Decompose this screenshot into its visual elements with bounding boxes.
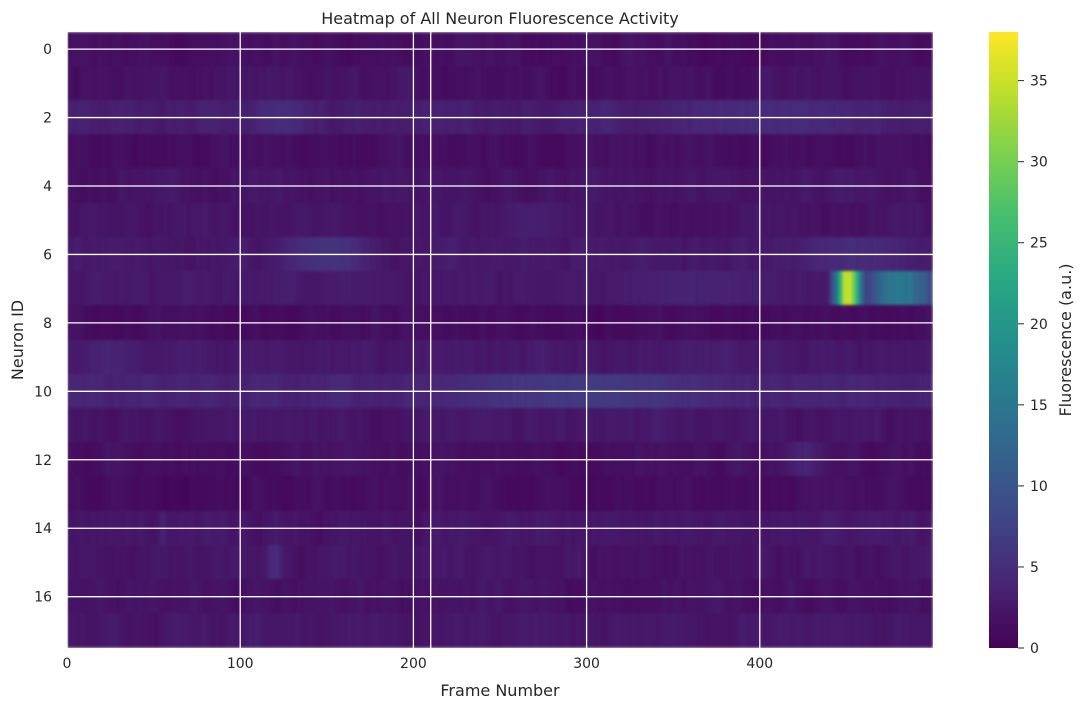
chart-title: Heatmap of All Neuron Fluorescence Activ… [321,9,679,28]
y-tick-label: 4 [43,179,52,195]
colorbar-ticks: 0 5 10 15 20 25 30 35 [1018,74,1048,657]
y-tick-label: 12 [34,453,52,469]
y-tick-label: 0 [43,42,52,58]
colorbar-tick-label: 20 [1030,317,1048,333]
grid-lines [66,32,933,648]
x-axis-label: Frame Number [440,681,560,700]
y-tick-label: 8 [43,316,52,332]
x-tick-label: 0 [63,656,72,672]
colorbar-tick-label: 25 [1030,236,1048,252]
y-tick-label: 14 [34,521,52,537]
x-tick-label: 200 [400,656,427,672]
y-tick-label: 10 [34,384,52,400]
colorbar-label: Fluorescence (a.u.) [1056,263,1075,416]
colorbar-tick-label: 30 [1030,155,1048,171]
colorbar-tick-label: 5 [1030,560,1039,576]
y-axis-label: Neuron ID [8,300,27,380]
colorbar-tick-label: 35 [1030,74,1048,90]
colorbar-tick-label: 0 [1030,641,1039,657]
colorbar [989,32,1018,648]
heatmap-cells [67,32,933,648]
y-tick-label: 6 [43,247,52,263]
colorbar-tick-label: 10 [1030,479,1048,495]
y-tick-label: 2 [43,111,52,127]
y-tick-label: 16 [34,590,52,606]
colorbar-tick-label: 15 [1030,398,1048,414]
x-tick-labels: 0 100 200 300 400 [63,656,774,672]
x-tick-label: 300 [573,656,600,672]
x-tick-label: 100 [227,656,254,672]
y-tick-labels: 0 2 4 6 8 10 12 14 16 [34,42,52,606]
x-tick-label: 400 [746,656,773,672]
heatmap-area [67,32,933,648]
